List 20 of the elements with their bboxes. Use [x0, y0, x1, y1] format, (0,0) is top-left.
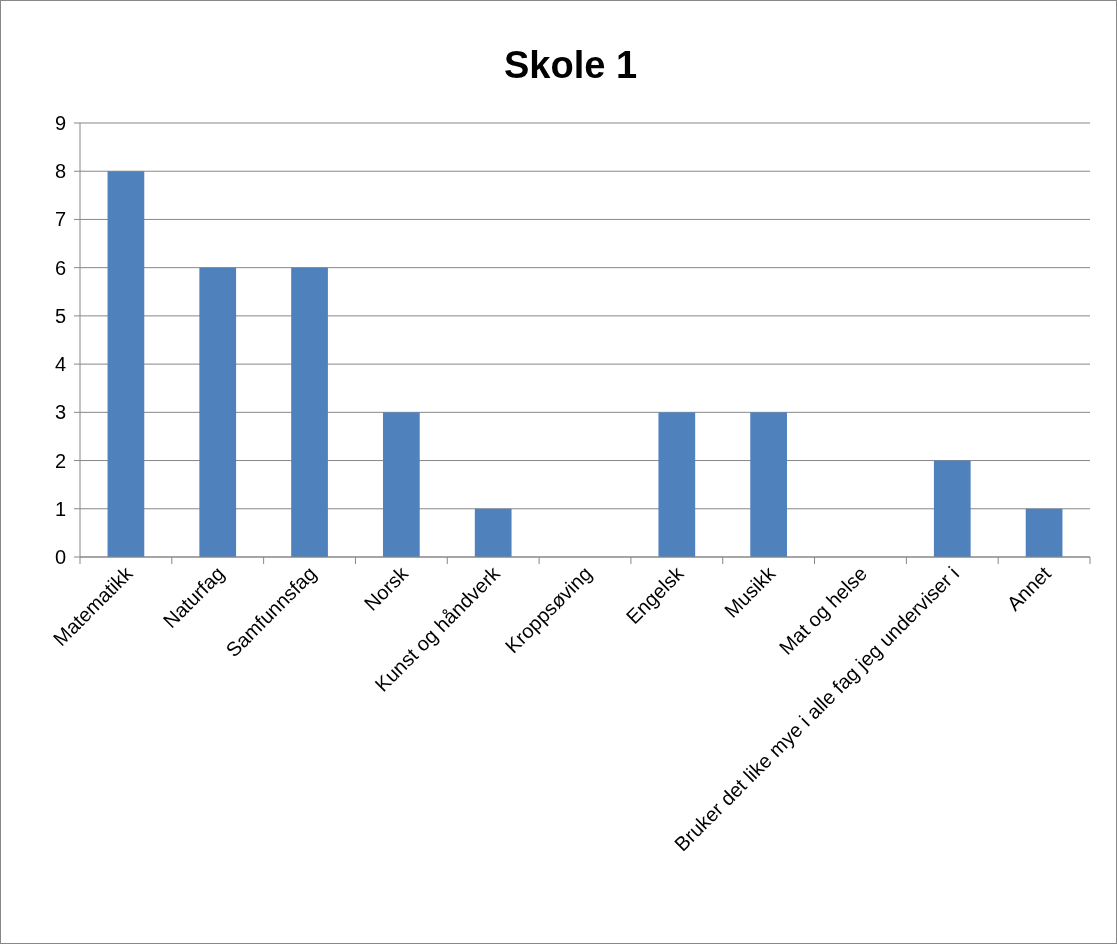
y-tick-label: 5 — [54, 304, 66, 327]
bar — [658, 412, 696, 557]
y-tick-label: 1 — [54, 497, 66, 520]
bar — [750, 412, 787, 557]
bar — [1025, 508, 1063, 557]
y-tick-label: 6 — [54, 256, 66, 279]
bar — [383, 412, 420, 557]
y-tick-label: 0 — [54, 546, 66, 568]
y-tick-label: 8 — [54, 160, 66, 183]
y-tick-label: 7 — [54, 208, 66, 231]
y-tick-label: 2 — [54, 449, 66, 472]
chart-title: Skole 1 — [503, 44, 638, 86]
bar — [474, 508, 512, 557]
bar — [291, 267, 328, 557]
y-tick-label: 3 — [54, 401, 66, 424]
bar — [933, 460, 971, 557]
y-tick-label: 4 — [54, 353, 66, 376]
bar — [107, 171, 145, 557]
y-tick-label: 9 — [54, 112, 66, 134]
bar — [199, 267, 237, 557]
